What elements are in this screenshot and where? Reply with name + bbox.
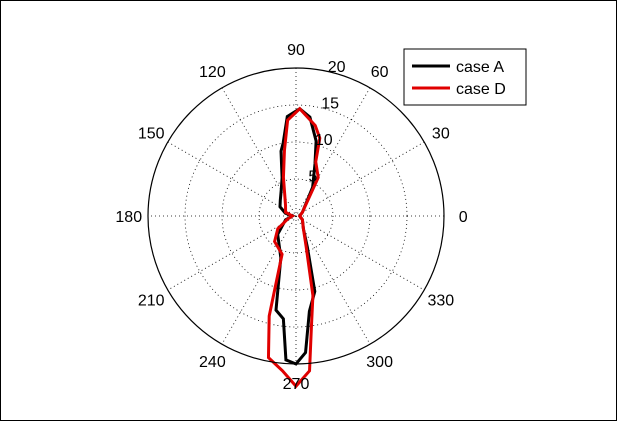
grid-circle-10	[221, 141, 371, 291]
outer-circle	[147, 67, 445, 365]
theta-tick-label-300: 300	[366, 354, 393, 371]
theta-tick-label-0: 0	[459, 209, 468, 226]
theta-tick-label-270: 270	[283, 376, 310, 393]
legend-label-case-d: case D	[456, 81, 506, 98]
theta-tick-label-60: 60	[371, 64, 389, 81]
theta-tick-label-150: 150	[138, 125, 165, 142]
r-tick-label-5: 5	[308, 169, 317, 186]
series-line-case-d	[266, 106, 322, 389]
grid-spoke-150	[167, 141, 425, 291]
r-tick-label-20: 20	[328, 59, 346, 76]
legend-box	[403, 48, 527, 106]
legend-label-case-a: case A	[456, 59, 504, 76]
legend: case A case D	[403, 48, 527, 106]
polar-grid	[148, 68, 444, 364]
theta-tick-label-120: 120	[199, 64, 226, 81]
theta-tick-label-180: 180	[115, 209, 142, 226]
outer-circle-layer	[147, 67, 445, 365]
theta-tick-label-330: 330	[427, 293, 454, 310]
r-tick-label-15: 15	[321, 96, 339, 113]
theta-tick-label-240: 240	[199, 354, 226, 371]
r-tick-label-10: 10	[315, 132, 333, 149]
theta-tick-label-210: 210	[138, 293, 165, 310]
theta-tick-label-30: 30	[432, 125, 450, 142]
theta-tick-label-90: 90	[287, 42, 305, 59]
series-layer	[266, 106, 322, 389]
tick-labels: 0 30 60 90 120 150 180 210 240 270 300 330 5 10 15 20	[115, 42, 467, 393]
